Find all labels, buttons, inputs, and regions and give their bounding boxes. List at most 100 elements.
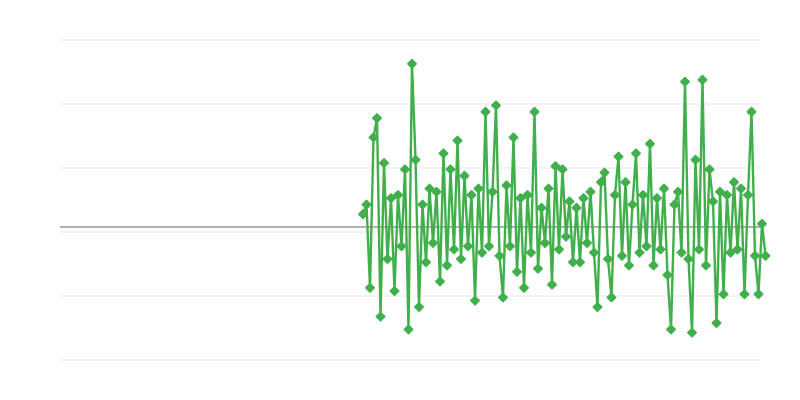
data-point-marker	[669, 199, 680, 210]
data-point-marker	[431, 186, 442, 197]
data-point-marker	[743, 190, 753, 200]
data-point-marker	[445, 164, 456, 175]
data-point-marker	[757, 218, 767, 229]
data-point-marker	[648, 260, 659, 271]
data-point-marker	[365, 282, 375, 293]
data-point-marker	[746, 106, 757, 117]
data-point-marker	[760, 250, 771, 261]
data-point-marker	[389, 286, 400, 296]
data-point-marker	[722, 190, 732, 200]
data-point-marker	[417, 199, 428, 210]
data-point-marker	[508, 132, 519, 143]
data-point-marker	[494, 250, 505, 261]
data-point-marker	[561, 231, 571, 242]
data-point-marker	[568, 257, 578, 268]
data-point-marker	[652, 193, 662, 204]
data-point-marker	[687, 327, 697, 338]
data-point-marker	[533, 263, 543, 274]
data-point-marker	[718, 289, 729, 300]
data-point-marker	[466, 190, 477, 200]
data-point-marker	[585, 186, 596, 197]
data-point-marker	[491, 100, 501, 111]
data-point-marker	[592, 302, 603, 312]
data-point-marker	[529, 106, 540, 117]
data-point-marker	[372, 113, 382, 124]
data-point-marker	[624, 260, 634, 271]
data-point-marker	[613, 151, 624, 162]
data-point-marker	[582, 238, 592, 248]
data-point-marker	[736, 183, 746, 194]
data-point-marker	[526, 247, 536, 258]
data-point-marker	[753, 289, 764, 300]
data-point-marker	[645, 138, 655, 149]
data-point-marker	[452, 135, 463, 146]
data-point-marker	[442, 260, 452, 271]
data-point-marker	[421, 257, 431, 268]
data-point-marker	[522, 190, 533, 200]
data-point-marker	[505, 241, 515, 252]
data-point-marker	[557, 164, 568, 175]
data-point-marker	[515, 193, 526, 204]
data-point-marker	[589, 247, 599, 258]
data-point-marker	[435, 276, 445, 287]
data-point-marker	[655, 244, 666, 255]
data-point-marker	[536, 202, 547, 213]
data-point-marker	[617, 250, 627, 261]
data-point-marker	[449, 244, 459, 255]
data-point-marker	[606, 292, 617, 303]
data-point-marker	[697, 74, 708, 85]
data-point-marker	[358, 209, 368, 220]
data-point-marker	[725, 247, 736, 258]
data-point-marker	[708, 196, 718, 207]
data-point-marker	[732, 244, 743, 255]
data-point-marker	[683, 254, 694, 264]
data-point-marker	[382, 254, 393, 264]
data-point-marker	[729, 177, 739, 188]
data-point-marker	[361, 199, 372, 210]
data-point-marker	[676, 247, 687, 258]
data-point-marker	[473, 183, 484, 194]
data-point-marker	[610, 190, 620, 200]
data-point-marker	[554, 244, 564, 255]
data-point-marker	[456, 254, 466, 264]
data-point-marker	[463, 241, 473, 252]
data-point-marker	[666, 324, 676, 335]
data-point-marker	[543, 183, 554, 194]
data-point-marker	[631, 148, 641, 159]
data-point-marker	[638, 190, 648, 200]
data-point-marker	[659, 183, 669, 194]
data-point-marker	[470, 295, 480, 306]
data-point-marker	[396, 241, 407, 252]
data-point-marker	[575, 257, 585, 268]
data-point-marker	[694, 244, 704, 255]
data-point-marker	[375, 311, 386, 322]
data-point-marker	[438, 148, 449, 159]
data-point-marker	[400, 164, 410, 175]
data-point-marker	[487, 186, 498, 197]
data-point-marker	[620, 177, 631, 188]
data-point-marker	[519, 282, 529, 293]
data-point-marker	[477, 247, 487, 258]
data-point-marker	[715, 186, 725, 197]
data-point-marker	[511, 266, 522, 277]
data-point-marker	[578, 193, 589, 204]
data-point-marker	[641, 241, 652, 252]
data-point-marker	[410, 154, 421, 165]
data-point-marker	[498, 292, 508, 303]
data-point-marker	[547, 279, 557, 290]
data-point-marker	[484, 241, 494, 252]
data-point-marker	[501, 180, 512, 191]
data-point-marker	[540, 238, 550, 248]
data-point-marker	[368, 132, 379, 143]
data-point-marker	[386, 193, 396, 204]
data-point-marker	[459, 170, 470, 181]
data-point-marker	[603, 254, 613, 264]
data-point-marker	[428, 238, 438, 248]
data-point-marker	[750, 250, 760, 261]
data-point-marker	[550, 161, 561, 172]
data-point-marker	[596, 177, 606, 188]
data-point-marker	[701, 260, 711, 271]
data-point-marker	[690, 154, 701, 165]
data-point-marker	[634, 247, 645, 258]
